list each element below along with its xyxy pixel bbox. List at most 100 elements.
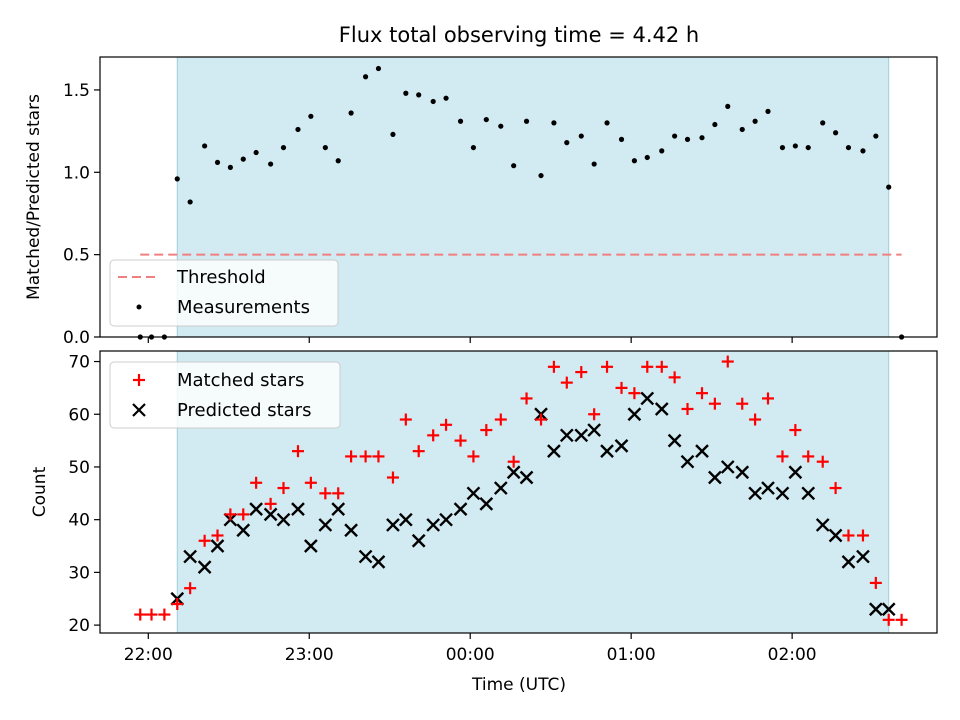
measurement-point bbox=[564, 140, 570, 146]
measurement-point bbox=[739, 126, 745, 133]
matched-stars-point bbox=[237, 508, 250, 521]
measurement-point bbox=[725, 103, 731, 110]
measurement-point bbox=[322, 144, 328, 151]
measurement-point bbox=[174, 176, 180, 182]
matched-stars-point bbox=[158, 608, 171, 621]
measurement-point bbox=[873, 133, 879, 139]
measurement-point bbox=[805, 144, 811, 151]
y-tick-label: 0.5 bbox=[63, 246, 90, 266]
legend-matched-swatch bbox=[133, 374, 145, 386]
predicted-stars-point bbox=[506, 465, 521, 480]
counts-y-axis-label: Count bbox=[30, 466, 50, 517]
matched-stars-point bbox=[575, 366, 588, 379]
matched-stars-point bbox=[507, 455, 520, 468]
matched-stars-point bbox=[440, 418, 453, 431]
x-tick-label: 01:00 bbox=[607, 645, 656, 665]
predicted-stars-point bbox=[411, 533, 426, 548]
matched-stars-point bbox=[882, 613, 895, 626]
measurement-point bbox=[699, 135, 705, 141]
y-tick-label: 1.0 bbox=[63, 163, 90, 183]
matched-stars-point bbox=[749, 413, 762, 426]
predicted-stars-point bbox=[426, 518, 441, 532]
x-tick-label: 02:00 bbox=[768, 645, 817, 665]
measurement-point bbox=[511, 163, 517, 169]
predicted-stars-point bbox=[559, 428, 574, 443]
measurement-markers bbox=[137, 65, 905, 340]
matched-stars-point bbox=[184, 582, 197, 595]
measurement-point bbox=[268, 161, 274, 167]
counts-axes-frame bbox=[99, 350, 938, 634]
matched-stars-point bbox=[655, 360, 668, 373]
predicted-stars-point bbox=[439, 512, 453, 527]
matched-stars-point bbox=[560, 376, 573, 389]
y-tick-label: 40 bbox=[68, 511, 90, 531]
y-tick-label: 1.5 bbox=[63, 81, 90, 101]
measurement-point bbox=[779, 144, 786, 151]
measurement-point bbox=[886, 184, 892, 190]
measurement-point bbox=[551, 120, 557, 126]
matched-stars-point bbox=[842, 529, 855, 542]
predicted-stars-point bbox=[519, 470, 534, 485]
predicted-stars-point bbox=[695, 444, 709, 458]
matched-stars-point bbox=[736, 397, 749, 410]
x-tick-label: 22:00 bbox=[124, 645, 173, 665]
predicted-stars-point bbox=[574, 428, 589, 443]
matched-stars-point bbox=[869, 576, 882, 589]
predicted-stars-point bbox=[600, 444, 614, 458]
predicted-stars-point bbox=[493, 481, 508, 495]
measurement-point bbox=[523, 118, 530, 124]
ratio-axes: 0.0 0.5 1.0 1.5 Matched/Predicted stars Thr… bbox=[24, 56, 938, 348]
predicted-stars-point bbox=[263, 507, 278, 522]
measurement-point bbox=[752, 118, 758, 124]
predicted-stars-point bbox=[479, 497, 494, 511]
measurement-point bbox=[308, 113, 314, 119]
measurement-point bbox=[202, 143, 208, 149]
measurement-point bbox=[335, 158, 341, 164]
legend-threshold-label: Threshold bbox=[176, 267, 266, 288]
predicted-stars-point bbox=[249, 502, 263, 516]
matched-stars-point bbox=[264, 497, 277, 510]
measurement-point bbox=[712, 121, 718, 128]
measurement-point bbox=[227, 164, 233, 170]
matched-stars-point bbox=[668, 371, 681, 384]
measurement-point bbox=[498, 123, 504, 129]
predicted-stars-point bbox=[614, 439, 629, 453]
measurement-point bbox=[644, 154, 650, 161]
matched-stars-point bbox=[535, 413, 548, 426]
predicted-stars-point bbox=[371, 554, 386, 569]
measurement-point bbox=[457, 118, 464, 124]
matched-stars-point bbox=[601, 360, 614, 373]
matched-stars-point bbox=[359, 450, 372, 463]
predicted-stars-point bbox=[815, 518, 830, 532]
y-tick-label: 60 bbox=[68, 405, 90, 425]
measurement-point bbox=[390, 131, 396, 138]
matched-stars-point bbox=[277, 482, 290, 495]
measurement-point bbox=[538, 172, 544, 179]
matched-stars-point bbox=[588, 408, 601, 421]
matched-stars-point bbox=[304, 476, 317, 489]
predicted-stars-point bbox=[587, 423, 602, 437]
measurement-point bbox=[253, 149, 259, 156]
predicted-stars-point bbox=[775, 486, 790, 501]
counts-legend: Matched stars Predicted stars bbox=[109, 361, 341, 429]
predicted-stars-point bbox=[318, 518, 333, 532]
measurement-point bbox=[832, 130, 839, 136]
measurement-point bbox=[430, 98, 436, 105]
legend-matched-label: Matched stars bbox=[177, 370, 304, 391]
matched-stars-point bbox=[895, 613, 908, 626]
measurement-point bbox=[403, 90, 409, 96]
ratio-y-axis-label: Matched/Predicted stars bbox=[24, 94, 44, 300]
predicted-stars-point bbox=[466, 486, 481, 501]
matched-stars-point bbox=[802, 450, 815, 463]
measurement-point bbox=[845, 144, 852, 151]
counts-x-ticks: 22:00 23:00 00:00 01:00 02:00 bbox=[124, 633, 817, 665]
predicted-stars-point bbox=[627, 407, 642, 422]
matched-stars-point bbox=[615, 381, 628, 394]
measurement-point bbox=[240, 156, 246, 162]
predicted-stars-point bbox=[856, 549, 870, 564]
measurement-point bbox=[604, 120, 610, 126]
legend-predicted-swatch bbox=[132, 403, 146, 417]
matched-stars-point bbox=[708, 397, 721, 410]
matched-stars-point bbox=[467, 450, 480, 463]
